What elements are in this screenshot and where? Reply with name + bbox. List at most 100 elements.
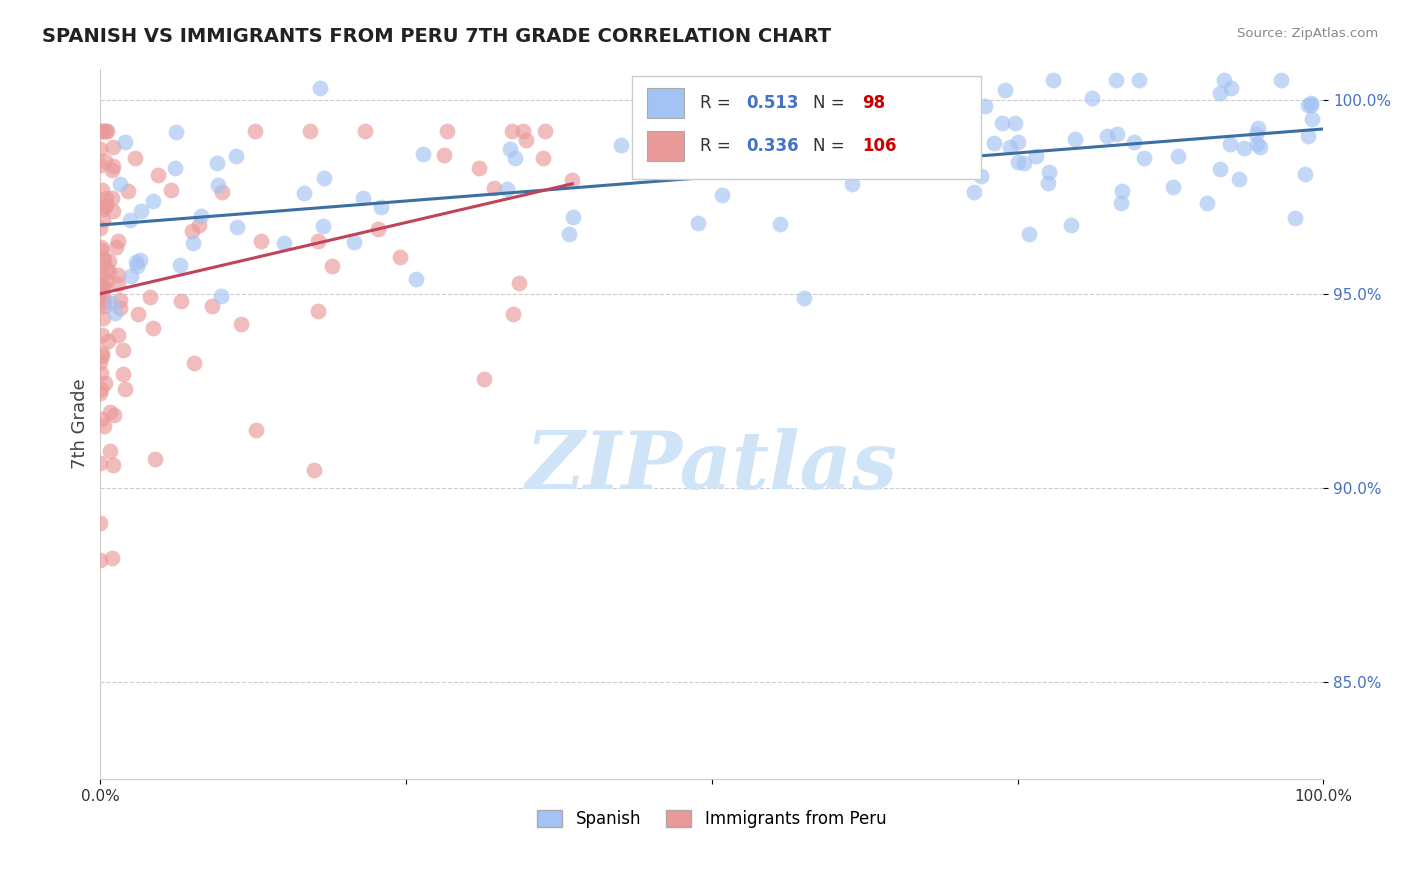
Point xyxy=(89,385,111,400)
Point xyxy=(91,202,114,216)
Point xyxy=(89,142,111,156)
Point xyxy=(688,216,710,230)
Point xyxy=(94,191,117,205)
Point xyxy=(1233,141,1256,155)
Point xyxy=(90,240,112,254)
Text: 98: 98 xyxy=(862,95,886,112)
Point xyxy=(314,171,336,186)
Point xyxy=(89,553,111,567)
Point xyxy=(963,186,986,200)
Text: 106: 106 xyxy=(862,137,897,155)
FancyBboxPatch shape xyxy=(633,76,981,178)
Point xyxy=(94,197,117,211)
Point xyxy=(93,123,115,137)
Point xyxy=(207,178,229,192)
Point xyxy=(1296,98,1319,112)
Point xyxy=(108,301,131,315)
Point xyxy=(1107,127,1129,141)
Point xyxy=(883,114,905,128)
Point xyxy=(983,136,1005,151)
Point xyxy=(89,354,111,368)
Point xyxy=(1105,73,1128,87)
Point xyxy=(1128,73,1150,87)
Point xyxy=(226,220,249,235)
Point xyxy=(496,182,519,196)
Point xyxy=(1004,116,1026,130)
Point xyxy=(103,409,125,423)
Point xyxy=(89,123,111,137)
Point xyxy=(146,168,169,182)
Point xyxy=(1270,73,1292,87)
Point xyxy=(120,212,142,227)
Legend: Spanish, Immigrants from Peru: Spanish, Immigrants from Peru xyxy=(530,803,893,835)
Point xyxy=(93,295,115,310)
Point xyxy=(89,221,111,235)
Point xyxy=(107,328,129,343)
Point xyxy=(91,346,114,360)
Point xyxy=(181,235,204,250)
Point xyxy=(367,222,389,236)
Point xyxy=(405,272,427,286)
Point xyxy=(114,136,136,150)
Point xyxy=(1123,135,1146,149)
Point xyxy=(1219,80,1241,95)
Point xyxy=(1218,136,1240,151)
Point xyxy=(90,268,112,282)
Point xyxy=(112,343,135,357)
Point xyxy=(101,203,124,218)
Point xyxy=(143,452,166,467)
Point xyxy=(93,418,115,433)
Point xyxy=(108,293,131,308)
Text: 0.336: 0.336 xyxy=(747,137,799,155)
Point xyxy=(1299,97,1322,112)
Point xyxy=(502,307,524,321)
Text: R =: R = xyxy=(700,137,735,155)
Point xyxy=(1301,112,1323,127)
Point xyxy=(370,200,392,214)
Point xyxy=(321,259,343,273)
Point xyxy=(89,516,111,530)
Point xyxy=(114,382,136,396)
Point xyxy=(90,412,112,426)
Point xyxy=(104,306,127,320)
Y-axis label: 7th Grade: 7th Grade xyxy=(72,378,89,469)
Point xyxy=(302,463,325,477)
Point xyxy=(1007,155,1029,169)
Point xyxy=(101,458,124,472)
Point xyxy=(205,155,228,169)
Point xyxy=(557,227,579,242)
Point xyxy=(91,281,114,295)
Point xyxy=(1036,177,1059,191)
Point xyxy=(956,130,979,145)
Point xyxy=(309,81,332,95)
Point xyxy=(1038,164,1060,178)
Text: ZIPatlas: ZIPatlas xyxy=(526,427,898,505)
Point xyxy=(91,212,114,227)
Point xyxy=(190,209,212,223)
Point xyxy=(292,186,315,200)
Point xyxy=(1007,135,1029,149)
Point xyxy=(1208,86,1230,100)
Point xyxy=(98,443,121,458)
Point xyxy=(96,262,118,277)
Point xyxy=(90,294,112,309)
Point xyxy=(225,148,247,162)
Point xyxy=(165,161,187,176)
Point xyxy=(90,366,112,380)
Point xyxy=(142,194,165,209)
Point xyxy=(298,123,321,137)
Point xyxy=(1246,136,1268,151)
Point xyxy=(89,158,111,172)
Point xyxy=(91,183,114,197)
Point xyxy=(107,277,129,291)
Point xyxy=(436,123,458,137)
Point xyxy=(93,376,115,390)
Point xyxy=(108,177,131,191)
Point xyxy=(181,224,204,238)
Point xyxy=(142,321,165,335)
Point xyxy=(93,311,115,326)
Point xyxy=(1095,128,1118,143)
Point xyxy=(1167,149,1189,163)
Text: 0.513: 0.513 xyxy=(747,95,799,112)
Text: Source: ZipAtlas.com: Source: ZipAtlas.com xyxy=(1237,27,1378,40)
